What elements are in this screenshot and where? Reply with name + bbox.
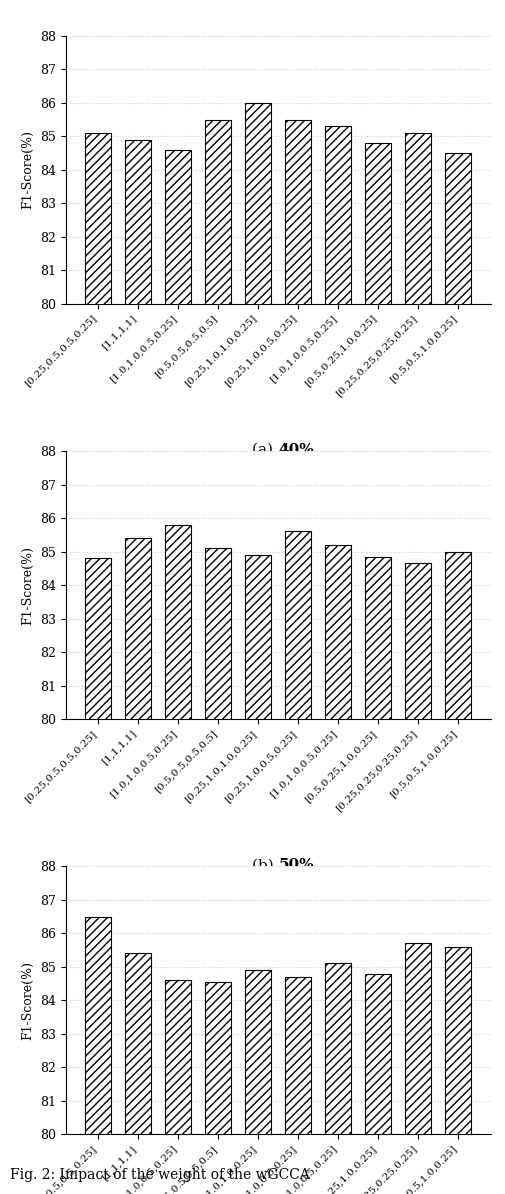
Bar xyxy=(325,964,350,1194)
Bar xyxy=(245,555,271,1194)
Y-axis label: F1-Score(%): F1-Score(%) xyxy=(21,130,34,209)
Bar xyxy=(285,119,311,1194)
Bar xyxy=(245,103,271,1194)
Bar xyxy=(285,531,311,1194)
Bar xyxy=(245,971,271,1194)
Bar xyxy=(325,544,350,1194)
Y-axis label: F1-Score(%): F1-Score(%) xyxy=(21,546,34,624)
Text: (a): (a) xyxy=(252,443,278,457)
Bar xyxy=(85,917,111,1194)
Bar xyxy=(85,559,111,1194)
Bar xyxy=(165,149,191,1194)
Text: Fig. 2: Impact of the weight of the wGCCA: Fig. 2: Impact of the weight of the wGCC… xyxy=(10,1168,310,1182)
Bar xyxy=(85,133,111,1194)
Bar xyxy=(205,119,231,1194)
Text: (b): (b) xyxy=(251,858,278,873)
Bar xyxy=(165,980,191,1194)
Y-axis label: F1-Score(%): F1-Score(%) xyxy=(21,961,34,1040)
Bar xyxy=(444,947,471,1194)
Bar xyxy=(405,133,431,1194)
Bar xyxy=(365,973,391,1194)
Bar xyxy=(205,981,231,1194)
Bar xyxy=(444,153,471,1194)
Bar xyxy=(405,943,431,1194)
Bar xyxy=(405,564,431,1194)
Bar xyxy=(325,127,350,1194)
Bar xyxy=(285,977,311,1194)
Bar xyxy=(165,525,191,1194)
Bar xyxy=(125,140,151,1194)
Bar xyxy=(125,954,151,1194)
Bar xyxy=(365,556,391,1194)
Bar xyxy=(444,552,471,1194)
Bar xyxy=(205,548,231,1194)
Bar xyxy=(125,538,151,1194)
Text: 40%: 40% xyxy=(278,443,314,457)
Text: 50%: 50% xyxy=(278,858,313,873)
Bar xyxy=(365,143,391,1194)
